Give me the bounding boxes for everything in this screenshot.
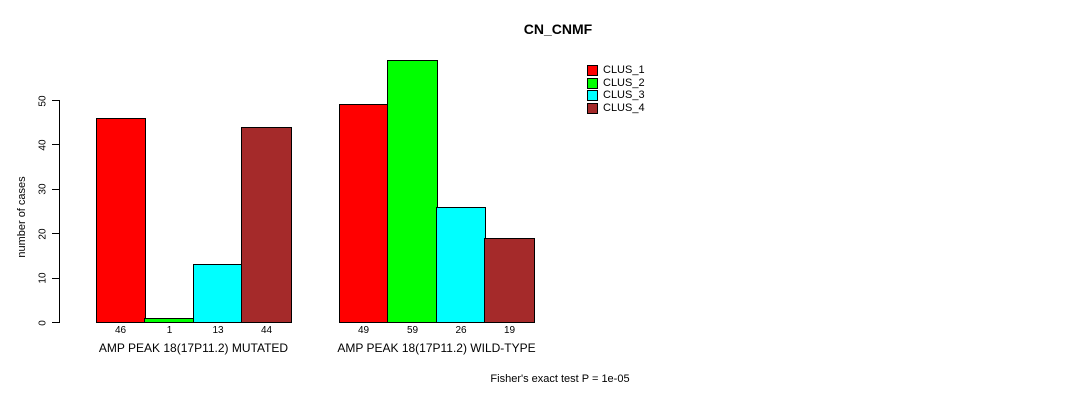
bar-value-label: 26 [455, 325, 467, 336]
legend-swatch [587, 77, 598, 89]
annotation-text: Fisher's exact test P = 1e-05 [490, 373, 630, 385]
bar-value-label: 49 [357, 325, 370, 336]
y-axis-tick [52, 322, 59, 323]
bar-value-label: 46 [114, 325, 127, 336]
y-axis-tick-label: 20 [37, 228, 49, 240]
legend-swatch [587, 65, 598, 76]
legend-swatch [587, 102, 598, 114]
bar-value-label: 13 [212, 325, 224, 336]
legend-label: CLUS_3 [603, 89, 645, 102]
bar-value-label: 19 [503, 325, 516, 336]
bar-clus_2-group2 [387, 60, 438, 323]
bar-clus_4-group2 [484, 238, 535, 323]
y-axis-tick [52, 100, 59, 101]
bar-value-label: 44 [260, 325, 273, 336]
bar-value-label: 59 [406, 325, 419, 336]
y-axis-tick-label: 10 [37, 272, 49, 284]
legend-label: CLUS_1 [603, 64, 645, 76]
category-label: AMP PEAK 18(17P11.2) MUTATED [98, 341, 289, 355]
bar-clus_1-group2 [339, 104, 389, 323]
category-label: AMP PEAK 18(17P11.2) WILD-TYPE [337, 341, 536, 355]
legend-swatch [587, 90, 598, 102]
legend-label: CLUS_4 [603, 101, 645, 114]
chart-title: CN_CNMF [523, 21, 593, 37]
bar-clus_1-group1 [96, 118, 146, 323]
bar-clus_3-group2 [436, 207, 486, 323]
y-axis-tick [52, 277, 59, 279]
bar-value-label: 1 [166, 325, 173, 336]
y-axis-tick [52, 233, 59, 235]
bar-clus_4-group1 [241, 127, 292, 323]
y-axis-tick-label: 40 [37, 139, 49, 151]
y-axis-tick-label: 50 [37, 94, 49, 107]
legend-label: CLUS_2 [603, 76, 645, 89]
y-axis-tick-label: 0 [37, 319, 49, 326]
y-axis-tick [52, 144, 59, 146]
y-axis-label: number of cases [16, 176, 28, 258]
y-axis-tick [52, 188, 59, 190]
y-axis-line [59, 100, 60, 323]
bar-clus_2-group1 [144, 318, 195, 323]
y-axis-tick-label: 30 [37, 183, 49, 195]
bar-clus_3-group1 [193, 264, 243, 323]
